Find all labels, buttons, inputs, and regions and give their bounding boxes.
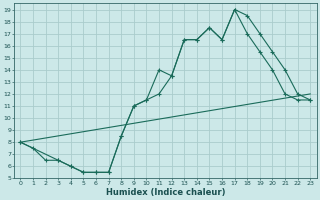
X-axis label: Humidex (Indice chaleur): Humidex (Indice chaleur)	[106, 188, 225, 197]
